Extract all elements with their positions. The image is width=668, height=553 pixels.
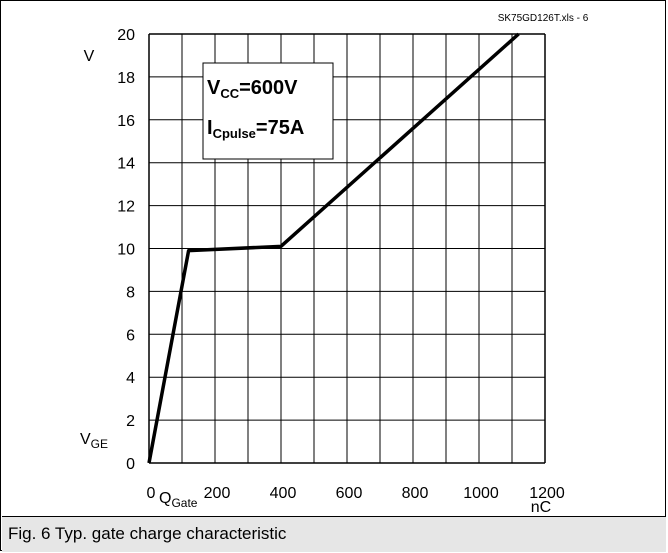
x-tick-label: 400	[270, 485, 297, 502]
x-tick-labels: 0 200 400 600 800 1000 1200	[147, 485, 565, 502]
annotation-icpulse-sub: Cpulse	[213, 126, 256, 141]
y-tick-label: 12	[117, 199, 135, 216]
x-axis-label-sub: Gate	[171, 496, 197, 510]
y-tick-label: 6	[126, 327, 135, 344]
y-tick-label: 2	[126, 413, 135, 430]
x-tick-label: 1000	[463, 485, 499, 502]
x-tick-label: 800	[402, 485, 429, 502]
x-tick-label: 200	[204, 485, 231, 502]
y-tick-label: 0	[126, 456, 135, 473]
annotation-vcc-main: V	[207, 77, 221, 99]
y-axis-label-main: V	[80, 431, 91, 448]
annotation-vcc-value: =600V	[239, 77, 298, 99]
source-label: SK75GD126T.xls - 6	[498, 13, 589, 24]
x-unit: nC	[531, 499, 551, 516]
y-tick-label: 20	[117, 27, 135, 44]
y-tick-label: 4	[126, 370, 135, 387]
y-axis-label: VGE	[80, 431, 108, 451]
annotation-vcc-sub: CC	[220, 86, 239, 101]
y-tick-label: 8	[126, 284, 135, 301]
y-axis-label-sub: GE	[91, 437, 108, 451]
y-tick-label: 10	[117, 242, 135, 259]
gate-charge-chart: 0 200 400 600 800 1000 1200 02468101214161820 …	[80, 13, 589, 516]
annotation-box: VCC=600V ICpulse=75A	[202, 62, 334, 160]
y-unit: V	[84, 48, 95, 65]
series	[147, 32, 520, 464]
y-tick-label: 16	[117, 113, 135, 130]
annotation-icpulse-main: I	[207, 117, 213, 139]
series-line-0	[147, 32, 520, 464]
y-tick-labels: 0 2 4 6 8 10 12 14 16 18 20	[117, 27, 135, 473]
x-axis-label: QGate	[159, 490, 198, 510]
caption-bar: Fig. 6 Typ. gate charge characteristic	[2, 516, 666, 552]
annotation-icpulse-value: =75A	[256, 117, 304, 139]
x-tick-label: 0	[147, 485, 156, 502]
x-tick-label: 600	[336, 485, 363, 502]
x-tick-label: 1200	[529, 485, 565, 502]
y-tick-label: 14	[117, 156, 135, 173]
annotation-icpulse: ICpulse=75A	[207, 117, 304, 141]
annotation-vcc: VCC=600V	[207, 77, 298, 101]
figure-caption: Fig. 6 Typ. gate charge characteristic	[8, 524, 287, 543]
x-axis-label-main: Q	[159, 490, 171, 507]
annotation-box-frame	[202, 62, 334, 160]
y-tick-label: 18	[117, 70, 135, 87]
